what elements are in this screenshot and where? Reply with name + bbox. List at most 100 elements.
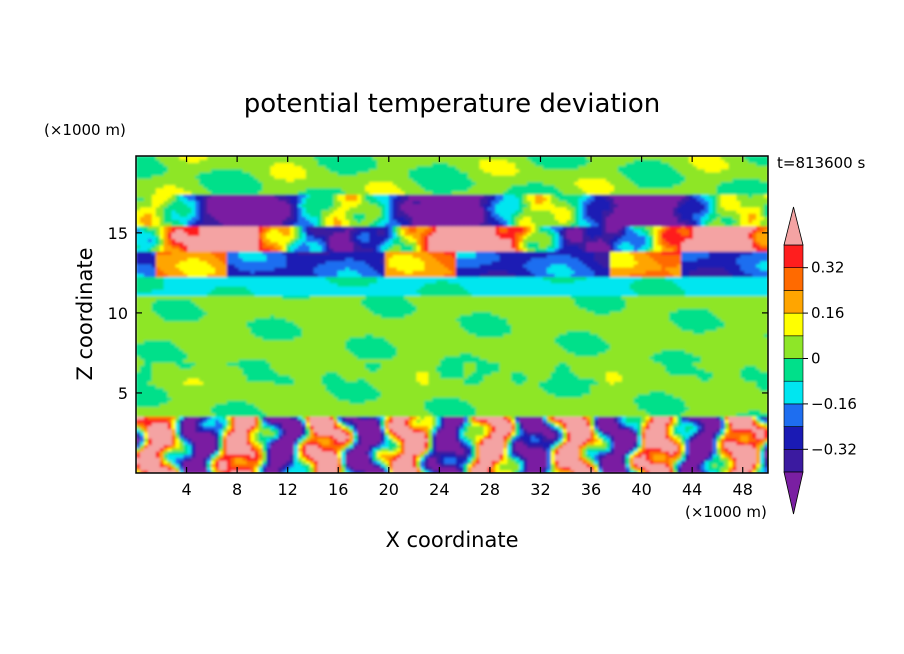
heatmap-cell: [151, 453, 157, 458]
heatmap-cell: [155, 431, 161, 436]
heatmap-cell: [207, 425, 212, 430]
heatmap-cell: [313, 434, 319, 439]
heatmap-cell: [491, 457, 497, 461]
heatmap-cell: [613, 425, 619, 430]
heatmap-cell: [621, 431, 627, 436]
heatmap-cell: [226, 434, 232, 439]
heatmap-cell: [448, 422, 453, 427]
heatmap-cell: [179, 441, 184, 446]
heatmap-cell: [136, 438, 141, 442]
heatmap-cell: [147, 466, 153, 471]
heatmap-cell: [692, 466, 698, 471]
heatmap-cell: [519, 422, 524, 427]
heatmap-cell: [704, 428, 710, 433]
heatmap-cell: [309, 425, 315, 430]
heatmap-cell: [163, 460, 169, 465]
heatmap-cell: [617, 438, 623, 442]
heatmap-cell: [637, 431, 643, 436]
heatmap-cell: [226, 466, 232, 471]
heatmap-cell: [207, 434, 212, 439]
heatmap-cell: [226, 422, 232, 427]
heatmap-cell: [665, 434, 670, 439]
heatmap-cell: [136, 463, 141, 468]
heatmap-cell: [499, 441, 504, 446]
heatmap-cell: [613, 434, 619, 439]
heatmap-cell: [645, 428, 651, 433]
heatmap-cell: [613, 450, 619, 455]
heatmap-cell: [290, 438, 295, 442]
heatmap-cell: [305, 466, 311, 471]
heatmap-cell: [744, 457, 749, 461]
heatmap-cell: [278, 457, 283, 461]
heatmap-cell: [657, 450, 662, 455]
heatmap-cell: [558, 457, 564, 461]
heatmap-cell: [163, 422, 169, 427]
heatmap-cell: [471, 425, 477, 430]
heatmap-cell: [487, 457, 493, 461]
heatmap-cell: [602, 453, 607, 458]
heatmap-cell: [297, 450, 303, 455]
heatmap-cell: [562, 447, 568, 452]
heatmap-cell: [436, 422, 441, 427]
heatmap-cell: [519, 469, 524, 473]
heatmap-cell: [270, 466, 275, 471]
heatmap-cell: [570, 441, 576, 446]
heatmap-cell: [463, 447, 469, 452]
heatmap-cell: [286, 460, 291, 465]
heatmap-cell: [748, 441, 753, 446]
heatmap-cell: [305, 438, 311, 442]
heatmap-cell: [290, 453, 295, 458]
heatmap-cell: [290, 463, 295, 468]
heatmap-cell: [625, 447, 631, 452]
heatmap-cell: [380, 460, 386, 465]
heatmap-cell: [598, 425, 603, 430]
heatmap-cell: [155, 469, 161, 473]
heatmap-cell: [467, 457, 473, 461]
heatmap-cell: [483, 469, 489, 473]
heatmap-cell: [760, 447, 765, 452]
heatmap-cell: [444, 425, 449, 430]
heatmap-cell: [179, 428, 184, 433]
heatmap-cell: [582, 447, 587, 452]
heatmap-cell: [333, 431, 339, 436]
heatmap-cell: [262, 453, 267, 458]
heatmap-cell: [689, 441, 694, 446]
heatmap-cell: [266, 447, 271, 452]
heatmap-cell: [491, 422, 497, 427]
heatmap-cell: [262, 419, 267, 423]
heatmap-cell: [594, 434, 599, 439]
heatmap-cell: [203, 419, 208, 423]
heatmap-cell: [681, 431, 686, 436]
heatmap-cell: [511, 466, 516, 471]
heatmap-cell: [689, 453, 694, 458]
heatmap-cell: [369, 466, 374, 471]
heatmap-cell: [475, 434, 481, 439]
heatmap-cell: [234, 460, 240, 465]
heatmap-cell: [621, 441, 627, 446]
heatmap-cell: [657, 469, 662, 473]
heatmap-cell: [515, 463, 520, 468]
heatmap-cell: [171, 438, 177, 442]
heatmap-cell: [353, 469, 358, 473]
heatmap-cell: [448, 450, 453, 455]
heatmap-cell: [179, 431, 184, 436]
heatmap-cell: [163, 453, 169, 458]
heatmap-cell: [329, 431, 335, 436]
heatmap-cell: [511, 444, 516, 449]
heatmap-cell: [136, 457, 141, 461]
heatmap-cell: [215, 419, 220, 423]
heatmap-cell: [199, 431, 204, 436]
heatmap-cell: [136, 434, 141, 439]
heatmap-cell: [538, 444, 544, 449]
heatmap-cell: [384, 466, 390, 471]
heatmap-cell: [286, 428, 291, 433]
heatmap-cell: [590, 422, 595, 427]
heatmap-cell: [163, 428, 169, 433]
heatmap-cell: [495, 425, 500, 430]
heatmap-cell: [195, 466, 200, 471]
heatmap-cell: [215, 450, 220, 455]
heatmap-cell: [317, 469, 323, 473]
heatmap-cell: [463, 466, 469, 471]
heatmap-cell: [155, 434, 161, 439]
heatmap-cell: [412, 453, 418, 458]
